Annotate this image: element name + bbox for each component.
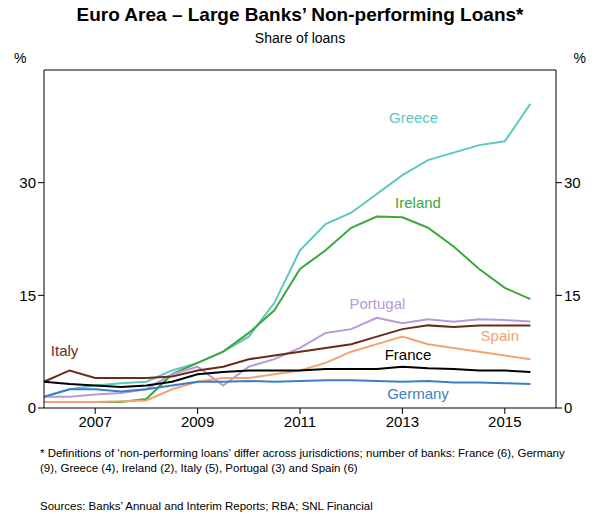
svg-text:0: 0 <box>564 399 572 416</box>
svg-text:2015: 2015 <box>488 413 521 430</box>
svg-text:France: France <box>385 346 432 363</box>
svg-text:15: 15 <box>564 287 581 304</box>
svg-text:15: 15 <box>19 287 36 304</box>
html-text:Euro Area – Large Banks’ Non-p: Euro Area – Large Banks’ Non-performing … <box>76 4 524 25</box>
svg-text:2011: 2011 <box>284 413 316 430</box>
svg-text:30: 30 <box>564 174 581 191</box>
svg-text:30: 30 <box>19 174 36 191</box>
svg-text:Portugal: Portugal <box>349 295 405 312</box>
svg-text:0: 0 <box>28 399 36 416</box>
html-text:Share of loans: Share of loans <box>254 30 346 46</box>
svg-text:2013: 2013 <box>386 413 419 430</box>
svg-text:Ireland: Ireland <box>395 194 441 211</box>
html-text:Sources: Banks’ Annual and Int: Sources: Banks’ Annual and Interim Repor… <box>40 500 373 512</box>
svg-text:2009: 2009 <box>181 413 214 430</box>
svg-text:Greece: Greece <box>389 109 438 126</box>
html-text:* Definitions of ‘non-performi: * Definitions of ‘non-performing loans’ … <box>40 447 565 474</box>
svg-text:2007: 2007 <box>79 413 112 430</box>
svg-text:Spain: Spain <box>481 327 519 344</box>
svg-text:Germany: Germany <box>387 385 449 402</box>
svg-text:Italy: Italy <box>51 342 79 359</box>
